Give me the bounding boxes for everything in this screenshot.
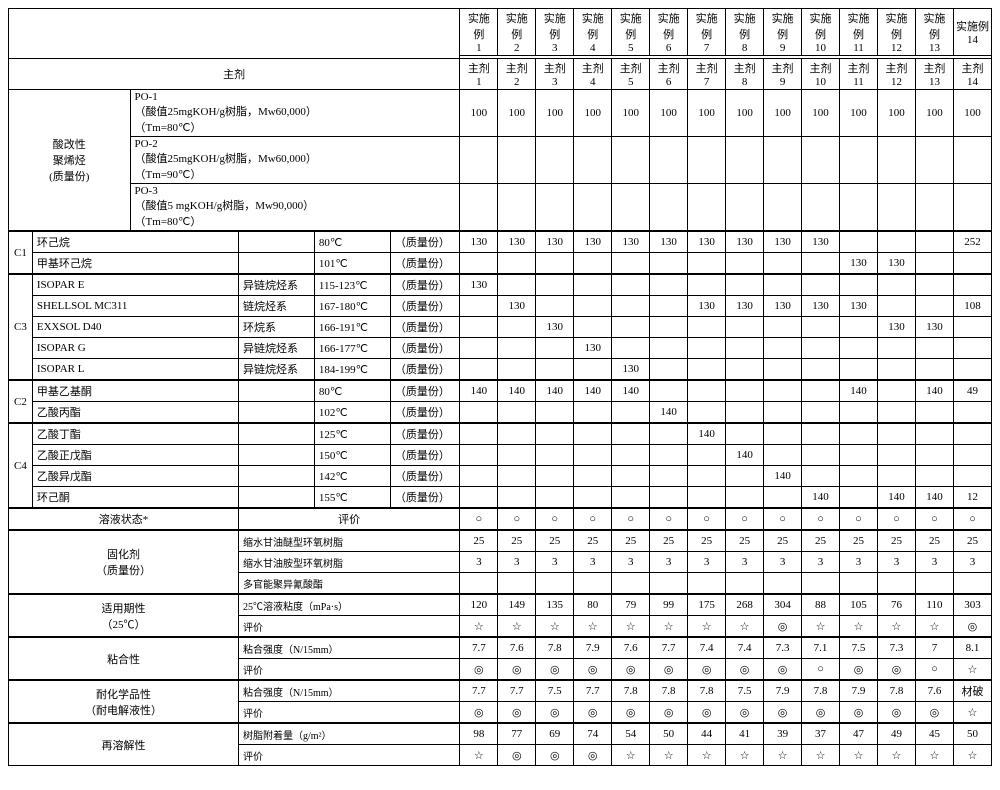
c3-exxsol: EXXSOL D40 环烷系 166-191℃ （质量份） 130 130130 bbox=[9, 317, 992, 338]
agent-1: 主剂1 bbox=[460, 59, 498, 90]
po1-desc: PO-1 （酸值25mgKOH/g树脂，Mw60,000） （Tm=80℃） bbox=[130, 90, 460, 137]
c3-isopar-l: ISOPAR L 异链烷烃系 184-199℃ （质量份） 130 bbox=[9, 359, 992, 381]
c3-isopar-e: C3 ISOPAR E 异链烷烃系 115-123℃ （质量份） 130 bbox=[9, 274, 992, 296]
main-agent-label: 主剂 bbox=[9, 59, 460, 90]
c4-chxone: 环己酮 155℃ （质量份） 140 14014012 bbox=[9, 487, 992, 509]
c3-isopar-g: ISOPAR G 异链烷烃系 166-177℃ （质量份） 130 bbox=[9, 338, 992, 359]
hdr-ex-3: 实施例3 bbox=[536, 9, 574, 56]
hdr-ex-7: 实施例7 bbox=[688, 9, 726, 56]
hdr-ex-1: 实施例1 bbox=[460, 9, 498, 56]
resin-row: 再溶解性 树脂附着量（g/m²） 98776974 54504441 39374… bbox=[9, 723, 992, 745]
hdr-ex-6: 实施例6 bbox=[650, 9, 688, 56]
po2-desc: PO-2 （酸值25mgKOH/g树脂，Mw60,000） （Tm=90℃） bbox=[130, 137, 460, 184]
c2-propyl: 乙酸丙酯 102℃ （质量份） 140 bbox=[9, 402, 992, 424]
c3-shellsol: SHELLSOL MC311 链烷烃系 167-180℃ （质量份） 130 1… bbox=[9, 296, 992, 317]
hdr-ex-10: 实施例10 bbox=[802, 9, 840, 56]
hdr-ex-12: 实施例12 bbox=[877, 9, 915, 56]
c4-iamyl: 乙酸异戊酯 142℃ （质量份） 140 bbox=[9, 466, 992, 487]
visc-row: 适用期性 （25℃） 25℃溶液粘度（mPa·s） 12014913580 79… bbox=[9, 594, 992, 616]
c1-cyclohexane: C1 环己烷 80℃ （质量份） 130130130130 1301301301… bbox=[9, 231, 992, 253]
header-row-agent: 主剂 主剂1 主剂2 主剂3 主剂4 主剂5 主剂6 主剂7 主剂8 主剂9 主… bbox=[9, 59, 992, 90]
cure1-row: 固化剂 （质量份） 缩水甘油醚型环氧树脂 25252525 25252525 2… bbox=[9, 530, 992, 552]
hdr-ex-4: 实施例4 bbox=[574, 9, 612, 56]
bond1-row: 粘合性 粘合强度（N/15mm） 7.77.67.87.9 7.67.77.47… bbox=[9, 637, 992, 659]
hdr-ex-5: 实施例5 bbox=[612, 9, 650, 56]
c4-namyl: 乙酸正戊酯 150℃ （质量份） 140 bbox=[9, 445, 992, 466]
hdr-ex-14: 实施例14 bbox=[953, 9, 991, 56]
c4-butyl: C4 乙酸丁酯 125℃ （质量份） 140 bbox=[9, 423, 992, 445]
po3-desc: PO-3 （酸值5 mgKOH/g树脂，Mw90,000） （Tm=80℃） bbox=[130, 184, 460, 232]
c3-label: C3 bbox=[9, 274, 33, 380]
chemres-label: 耐化学品性 （耐电解液性） bbox=[9, 680, 239, 723]
curing-label: 固化剂 （质量份） bbox=[9, 530, 239, 594]
hdr-ex-11: 实施例11 bbox=[840, 9, 878, 56]
hdr-ex-8: 实施例8 bbox=[726, 9, 764, 56]
acid-poly-label: 酸改性 聚烯烃 (质量份) bbox=[9, 90, 131, 232]
c2-label: C2 bbox=[9, 380, 33, 423]
c4-label: C4 bbox=[9, 423, 33, 508]
hdr-ex-2: 实施例2 bbox=[498, 9, 536, 56]
potlife-label: 适用期性 （25℃） bbox=[9, 594, 239, 637]
bond2-row: 耐化学品性 （耐电解液性） 粘合强度（N/15mm） 7.77.77.57.7 … bbox=[9, 680, 992, 702]
hdr-ex-13: 实施例13 bbox=[915, 9, 953, 56]
soln-state: 溶液状态* 评价 ○○○○ ○○○○ ○○○○ ○○ bbox=[9, 508, 992, 530]
c2-mek: C2 甲基乙基酮 80℃ （质量份） 140140140140 140 1401… bbox=[9, 380, 992, 402]
adhesion-label: 粘合性 bbox=[9, 637, 239, 680]
hdr-ex-9: 实施例9 bbox=[764, 9, 802, 56]
redis-label: 再溶解性 bbox=[9, 723, 239, 766]
c1-methylcyclohexane: 甲基环己烷 101℃ （质量份） 130130 bbox=[9, 253, 992, 275]
header-row-1: 实施例1 实施例2 实施例3 实施例4 实施例5 实施例6 实施例7 实施例8 … bbox=[9, 9, 992, 56]
data-table: 实施例1 实施例2 实施例3 实施例4 实施例5 实施例6 实施例7 实施例8 … bbox=[8, 8, 992, 766]
c1-label: C1 bbox=[9, 231, 33, 274]
